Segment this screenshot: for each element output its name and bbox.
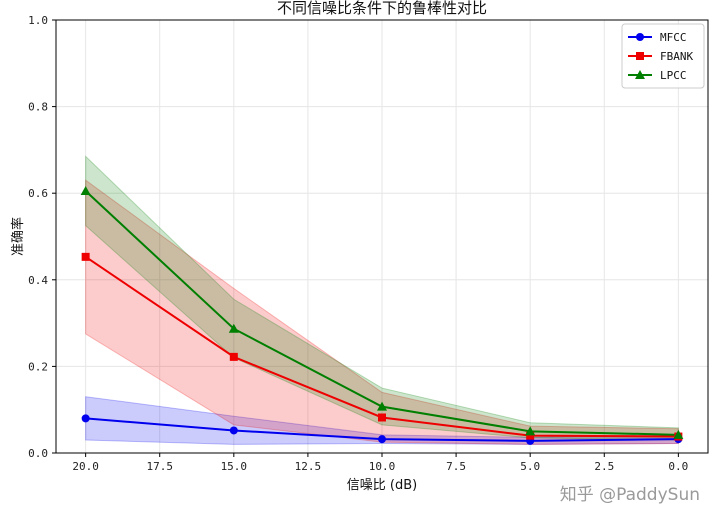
x-tick-label: 0.0 (668, 460, 688, 473)
legend-fbank-marker (636, 52, 644, 60)
x-tick-label: 2.5 (594, 460, 614, 473)
y-tick-label: 0.0 (28, 447, 48, 460)
lpcc-point (228, 323, 239, 333)
y-tick-label: 1.0 (28, 14, 48, 27)
lpcc-point (80, 186, 91, 196)
y-tick-label: 0.4 (28, 274, 48, 287)
legend-lpcc-marker (635, 70, 645, 79)
x-tick-label: 5.0 (520, 460, 540, 473)
legend-lpcc-label: LPCC (660, 69, 687, 82)
mfcc-point (229, 426, 238, 435)
mfcc-point (81, 414, 90, 423)
y-tick-label: 0.2 (28, 360, 48, 373)
fbank-point (378, 413, 386, 422)
x-tick-label: 15.0 (221, 460, 248, 473)
y-tick-label: 0.6 (28, 187, 48, 200)
x-axis-title: 信噪比 (dB) (347, 478, 417, 493)
fbank-band (85, 179, 679, 445)
lpcc-point (377, 401, 387, 411)
legend: MFCC FBANK LPCC (621, 23, 705, 89)
axis-ticks: 20.0 17.5 15.0 12.5 10.0 7.5 5.0 2.5 0.0 0.0 0.2 0.… (28, 14, 688, 473)
lpcc-point (525, 426, 536, 436)
x-tick-label: 20.0 (72, 460, 99, 473)
series-markers (80, 186, 684, 445)
x-tick-label: 7.5 (446, 460, 466, 473)
watermark: 知乎 @PaddySun (560, 485, 700, 505)
x-tick-label: 10.0 (369, 460, 396, 473)
mfcc-point (378, 435, 386, 444)
lpcc-point (673, 429, 684, 439)
x-tick-label: 17.5 (146, 460, 173, 473)
fbank-point (229, 352, 238, 361)
legend-fbank-label: FBANK (660, 50, 693, 63)
fbank-point (81, 252, 90, 261)
legend-mfcc-label: MFCC (660, 31, 687, 44)
y-axis-title: 准确率 (10, 217, 26, 256)
chart-title: 不同信噪比条件下的鲁棒性对比 (277, 0, 487, 17)
fbank-point (526, 431, 535, 440)
y-tick-label: 0.8 (28, 101, 48, 114)
x-tick-label: 12.5 (295, 460, 322, 473)
legend-mfcc-marker (636, 33, 644, 41)
